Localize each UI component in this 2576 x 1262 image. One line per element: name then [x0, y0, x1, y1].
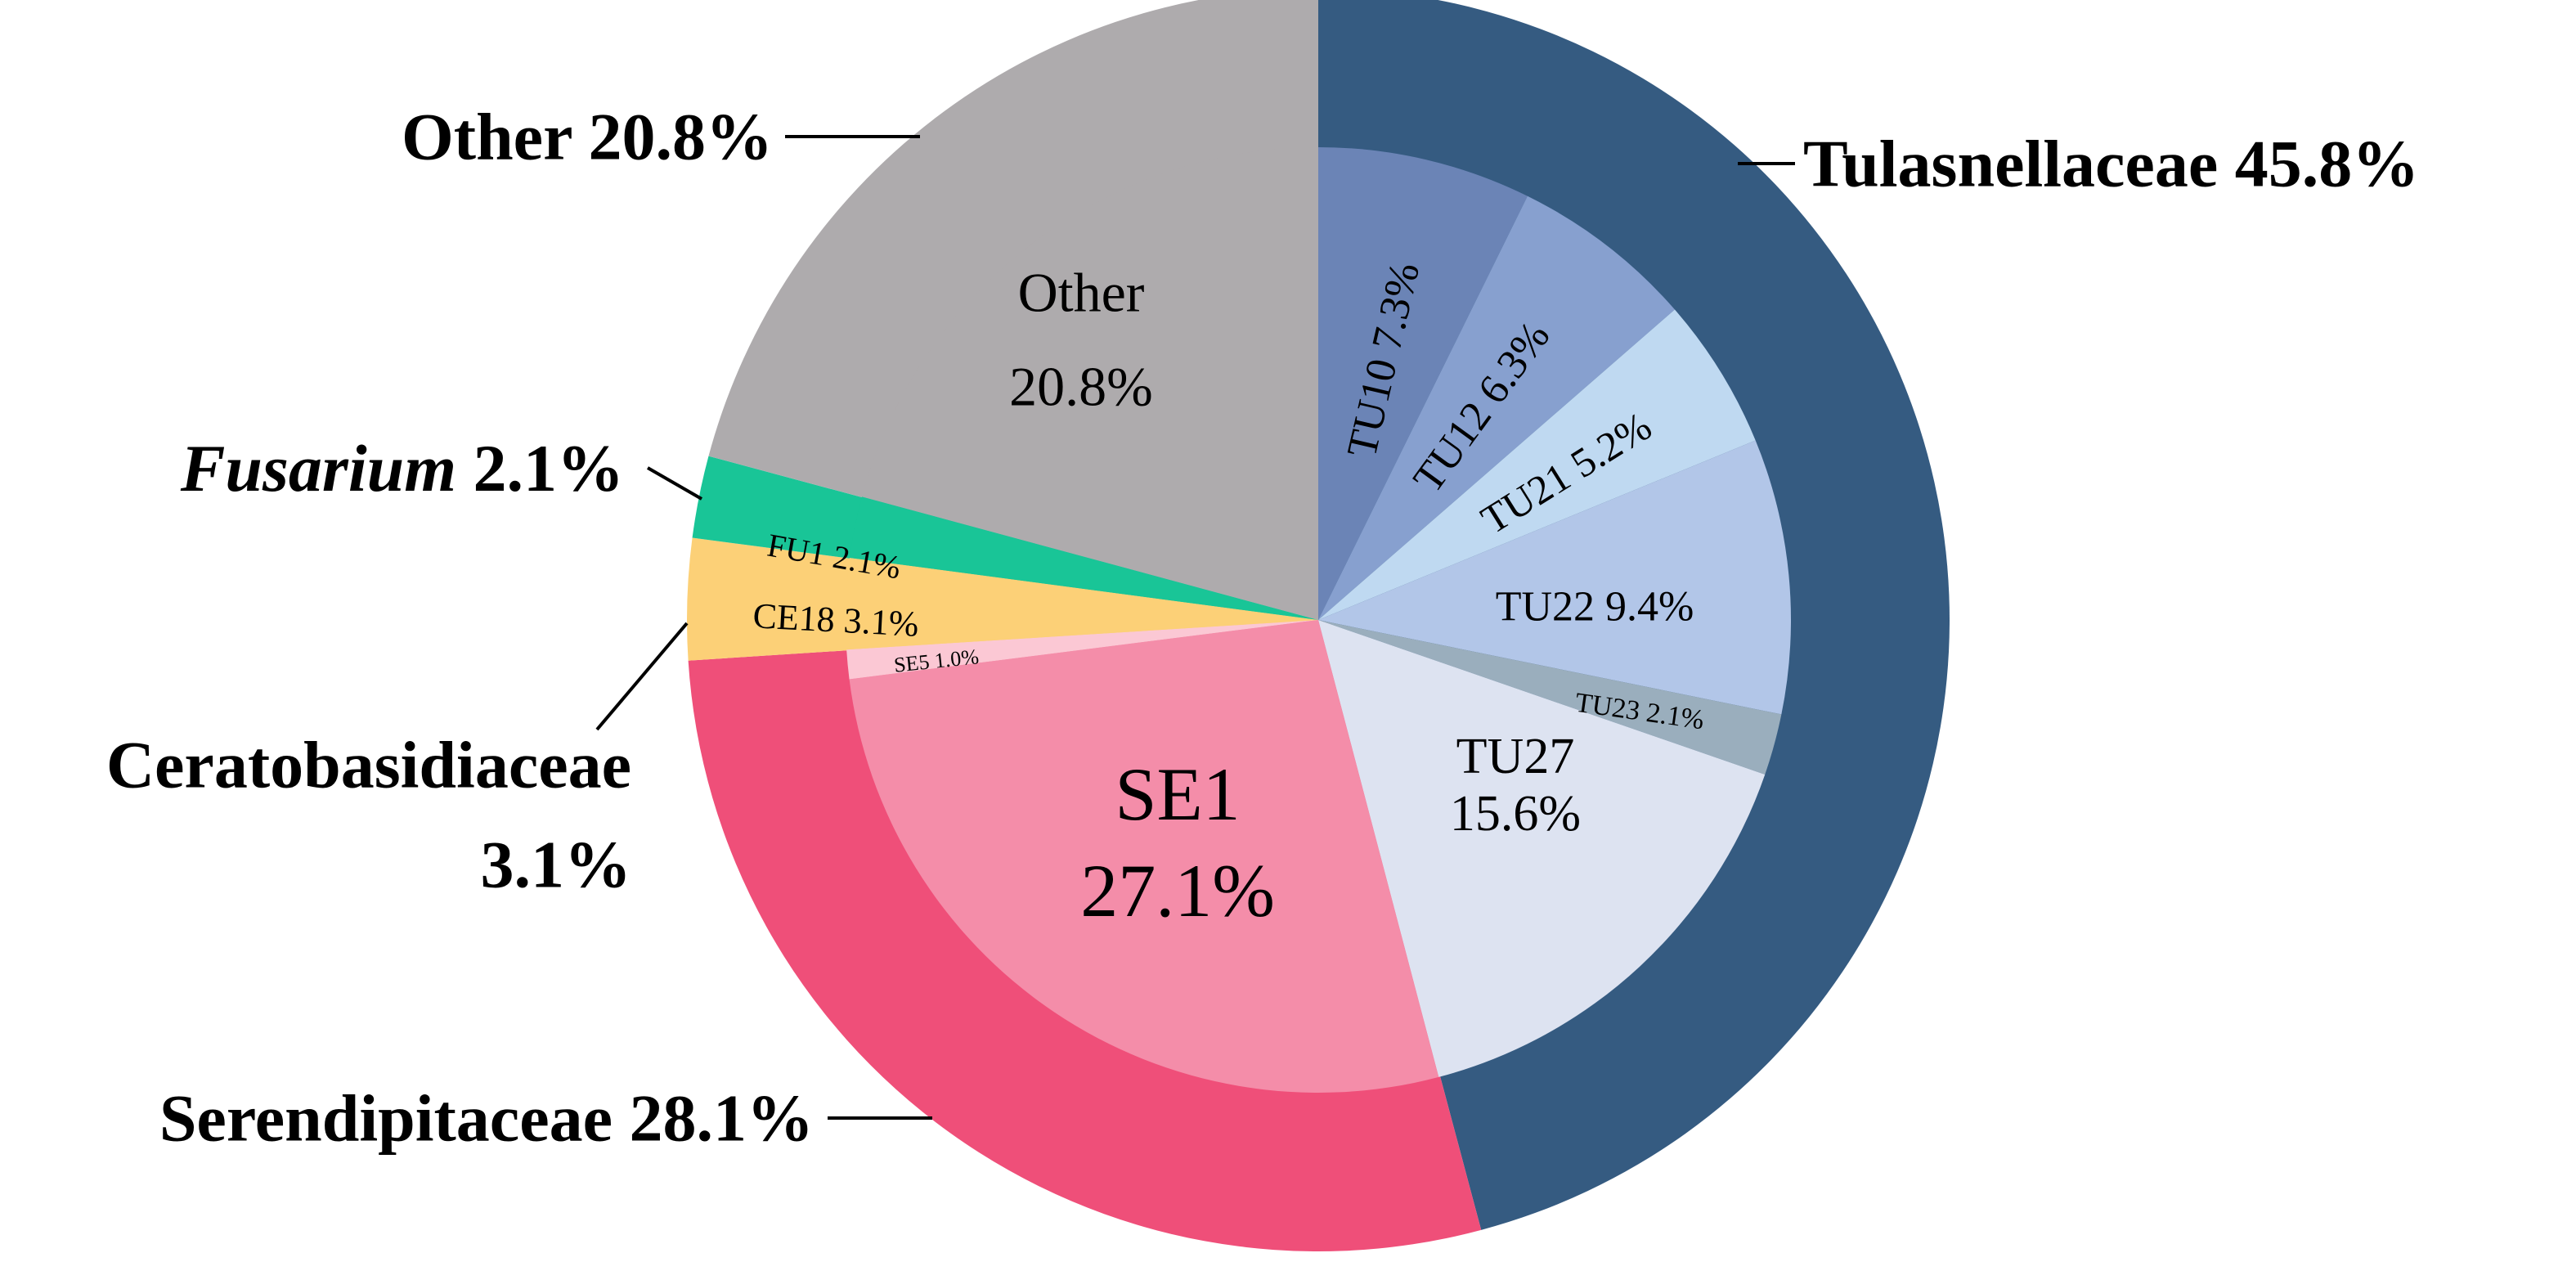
inner-label-group-tu22: TU22 9.4%	[1496, 584, 1694, 631]
inner-ring	[845, 147, 1792, 1094]
leader-line-ceratobasidiaceae	[595, 622, 689, 731]
outer-label-fusarium-name: Fusarium	[180, 431, 456, 505]
inner-label-other-inner-line2: 20.8%	[1009, 356, 1153, 418]
inner-label-group-se1: SE1 27.1%	[1080, 752, 1275, 932]
inner-slice-tu10	[1318, 147, 1528, 620]
inner-slice-tu23	[1318, 620, 1782, 775]
inner-slice-tu12	[1318, 195, 1675, 621]
outer-label-fusarium: Fusarium 2.1%	[180, 431, 624, 505]
inner-label-tu22: TU22 9.4%	[1496, 584, 1694, 631]
outer-labels: Tulasnellaceae 45.8% Serendipitaceae 28.1…	[106, 100, 2419, 1156]
inner-slice-other-inner	[862, 147, 1318, 620]
outer-label-other: Other 20.8%	[402, 100, 773, 174]
inner-slice-ce18	[845, 557, 1318, 650]
inner-label-group-ce18: CE18 3.1%	[752, 595, 919, 644]
inner-slice-se5	[846, 620, 1318, 680]
outer-label-serendipitaceae: Serendipitaceae 28.1%	[159, 1081, 814, 1156]
inner-slice-fu1	[850, 496, 1318, 620]
inner-label-ce18: CE18 3.1%	[752, 595, 919, 644]
inner-label-other-inner-line1: Other	[1018, 262, 1145, 324]
inner-label-tu27-line1: TU27	[1456, 729, 1575, 784]
inner-slice-se1	[849, 620, 1439, 1094]
leader-line-fusarium	[647, 466, 702, 501]
inner-label-tu27-line2: 15.6%	[1450, 786, 1581, 842]
inner-slice-tu21	[1318, 309, 1756, 620]
inner-slice-tu27	[1318, 620, 1766, 1077]
inner-label-se1-line2: 27.1%	[1080, 849, 1275, 932]
outer-label-fusarium-value: 2.1%	[456, 431, 624, 505]
inner-label-se1-line1: SE1	[1115, 752, 1240, 836]
inner-slice-tu22	[1318, 440, 1792, 715]
outer-label-ceratobasidiaceae-line2: 3.1%	[481, 828, 632, 902]
outer-label-tulasnellaceae: Tulasnellaceae 45.8%	[1803, 127, 2419, 201]
inner-label-group-other-inner: Other 20.8%	[1009, 262, 1153, 418]
outer-label-ceratobasidiaceae-line1: Ceratobasidiaceae	[106, 728, 631, 802]
